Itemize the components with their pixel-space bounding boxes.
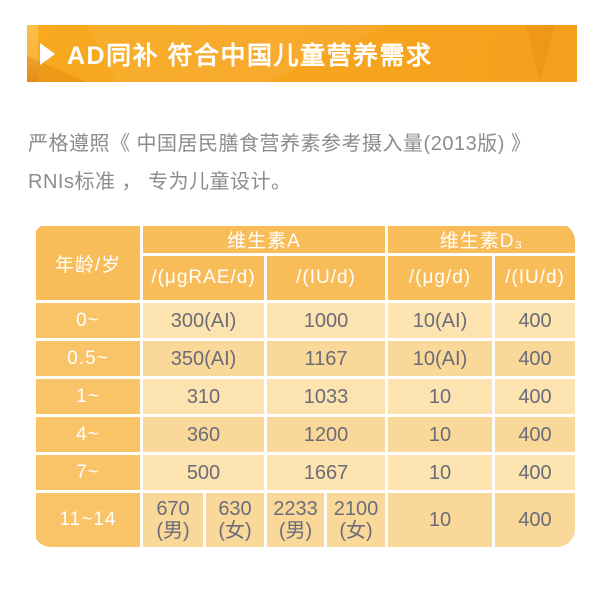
value-cell: 1167 (264, 338, 388, 379)
banner-title: AD同补 符合中国儿童营养需求 (67, 41, 433, 70)
age-cell: 11~14 (33, 490, 143, 547)
value-cell: 400 (492, 338, 575, 379)
value-cell: 500 (140, 452, 267, 493)
age-cell: 0~ (33, 300, 143, 341)
banner-facet-right (526, 25, 555, 82)
table-row: 0.5~ 350(AI) 1167 10(AI) 400 (33, 338, 575, 379)
value-cell: 360 (140, 414, 267, 455)
unit-header-a-iu: /(IU/d) (264, 253, 388, 303)
age-cell: 4~ (33, 414, 143, 455)
value-cell: 400 (492, 490, 575, 547)
table-row: 1~ 310 1033 10 400 (33, 376, 575, 417)
intro-text: 严格遵照《 中国居民膳食营养素参考摄入量(2013版) 》 RNIs标准 ， 专… (28, 133, 532, 193)
value-cell: 1667 (264, 452, 388, 493)
title-banner: AD同补 符合中国儿童营养需求 (27, 25, 577, 82)
value-cell: 400 (492, 452, 575, 493)
unit-header-d-ug: /(μg/d) (385, 253, 495, 303)
banner-facet-left (27, 25, 38, 82)
table-row: 4~ 360 1200 10 400 (33, 414, 575, 455)
value-cell: 400 (492, 376, 575, 417)
nutrition-table-wrapper: 年龄/岁 维生素A 维生素D₃ /(μgRAE/d) /(IU/d) /(μg/… (33, 223, 575, 547)
nutrition-table: 年龄/岁 维生素A 维生素D₃ /(μgRAE/d) /(IU/d) /(μg/… (33, 223, 575, 547)
value-cell: 1033 (264, 376, 388, 417)
vitamin-d3-group-header: 维生素D₃ (385, 223, 575, 256)
age-cell: 0.5~ (33, 338, 143, 379)
table-row: 7~ 500 1667 10 400 (33, 452, 575, 493)
value-cell: 1200 (264, 414, 388, 455)
age-header-cell: 年龄/岁 (33, 223, 143, 303)
value-cell: 10(AI) (385, 338, 495, 379)
value-cell: 400 (492, 414, 575, 455)
value-cell: 2100 (女) (324, 490, 388, 547)
unit-header-d-iu: /(IU/d) (492, 253, 575, 303)
age-cell: 1~ (33, 376, 143, 417)
play-triangle-icon (40, 42, 55, 65)
value-cell: 310 (140, 376, 267, 417)
value-cell: 2233 (男) (264, 490, 327, 547)
value-cell: 630 (女) (203, 490, 267, 547)
value-cell: 10 (385, 452, 495, 493)
value-cell: 10(AI) (385, 300, 495, 341)
value-cell: 670 (男) (140, 490, 206, 547)
value-cell: 350(AI) (140, 338, 267, 379)
table-row: 11~14 670 (男) 630 (女) 2233 (男) 2100 (女) … (33, 490, 575, 547)
value-cell: 300(AI) (140, 300, 267, 341)
value-cell: 400 (492, 300, 575, 341)
value-cell: 10 (385, 376, 495, 417)
value-cell: 10 (385, 414, 495, 455)
age-cell: 7~ (33, 452, 143, 493)
vitamin-a-group-header: 维生素A (140, 223, 388, 256)
table-row: 0~ 300(AI) 1000 10(AI) 400 (33, 300, 575, 341)
value-cell: 10 (385, 490, 495, 547)
unit-header-a-rae: /(μgRAE/d) (140, 253, 267, 303)
value-cell: 1000 (264, 300, 388, 341)
